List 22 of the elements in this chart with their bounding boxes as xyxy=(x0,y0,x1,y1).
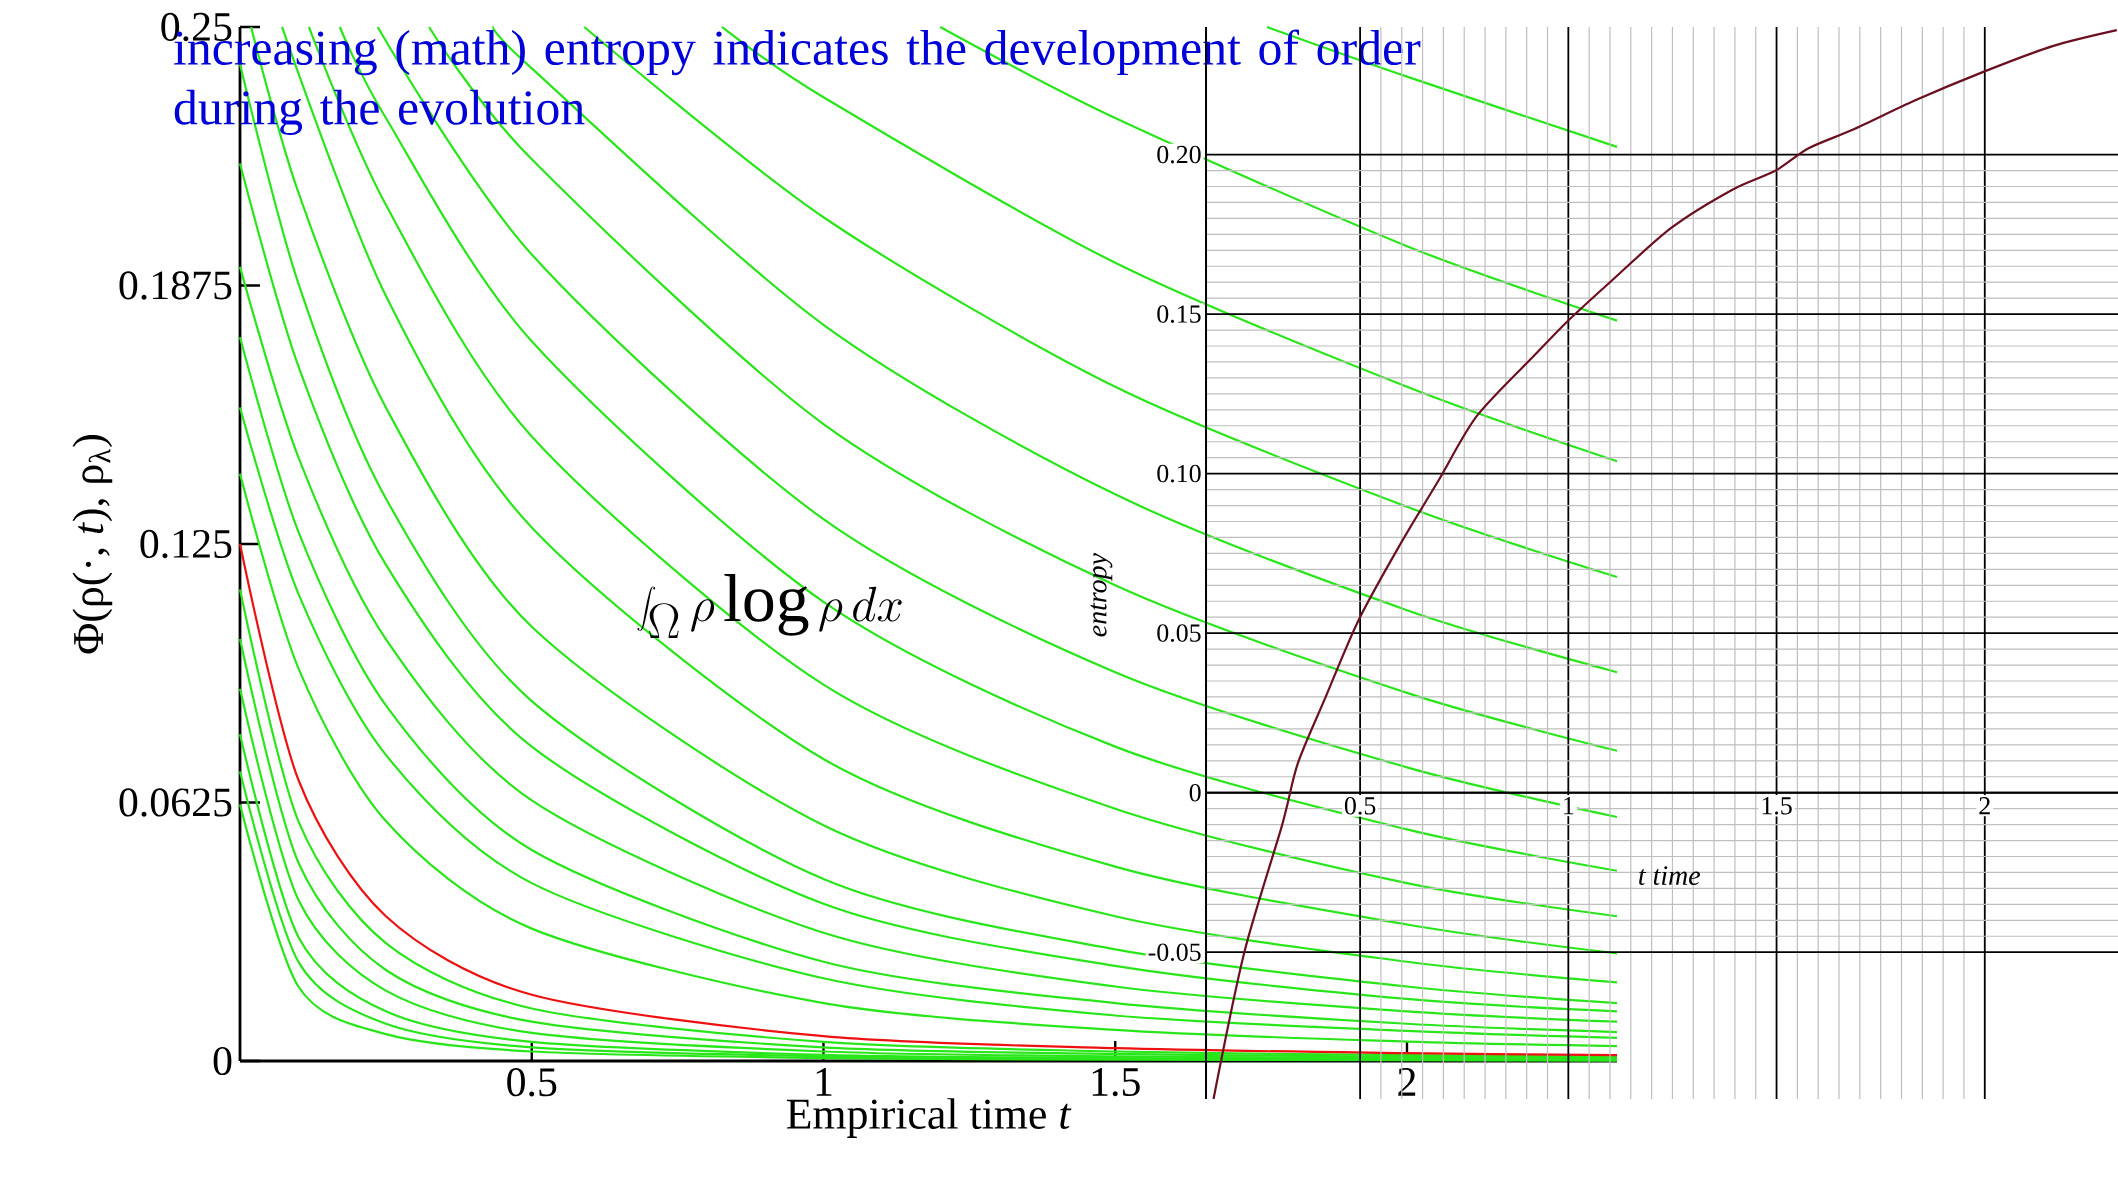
x-axis-title: Empirical time t xyxy=(786,1098,1072,1138)
y-tick-label: -0.05 xyxy=(1148,943,1201,962)
y-tick-label: 0.125 xyxy=(140,529,232,559)
y-axis-title: entropy xyxy=(1090,553,1113,637)
x-tick-label: 1 xyxy=(1564,797,1574,815)
y-tick-label: 0 xyxy=(213,1046,232,1076)
x-tick-label: 0.5 xyxy=(1344,797,1376,815)
x-axis-title: t time xyxy=(1639,866,1700,886)
y-tick-label: 0.1875 xyxy=(119,271,232,300)
y-tick-label: 0.20 xyxy=(1157,145,1201,164)
x-tick-label: 2 xyxy=(1979,797,1990,815)
x-tick-label: 1 xyxy=(816,1068,832,1096)
y-tick-label: 0 xyxy=(1189,783,1201,802)
y-axis-title: Φ(ρ(·, t), ρ$_{λ}$) xyxy=(72,435,113,654)
x-tick-label: 1.5 xyxy=(1092,1068,1140,1097)
x-tick-label: 1.5 xyxy=(1762,797,1792,815)
x-tick-label: 0.5 xyxy=(507,1068,557,1097)
y-tick-label: 0.05 xyxy=(1157,624,1201,642)
y-tick-label: 0.15 xyxy=(1157,305,1201,323)
y-tick-label: 0.0625 xyxy=(119,788,232,817)
x-tick-label: 2 xyxy=(1398,1068,1416,1096)
y-tick-label: 0.10 xyxy=(1157,464,1201,483)
